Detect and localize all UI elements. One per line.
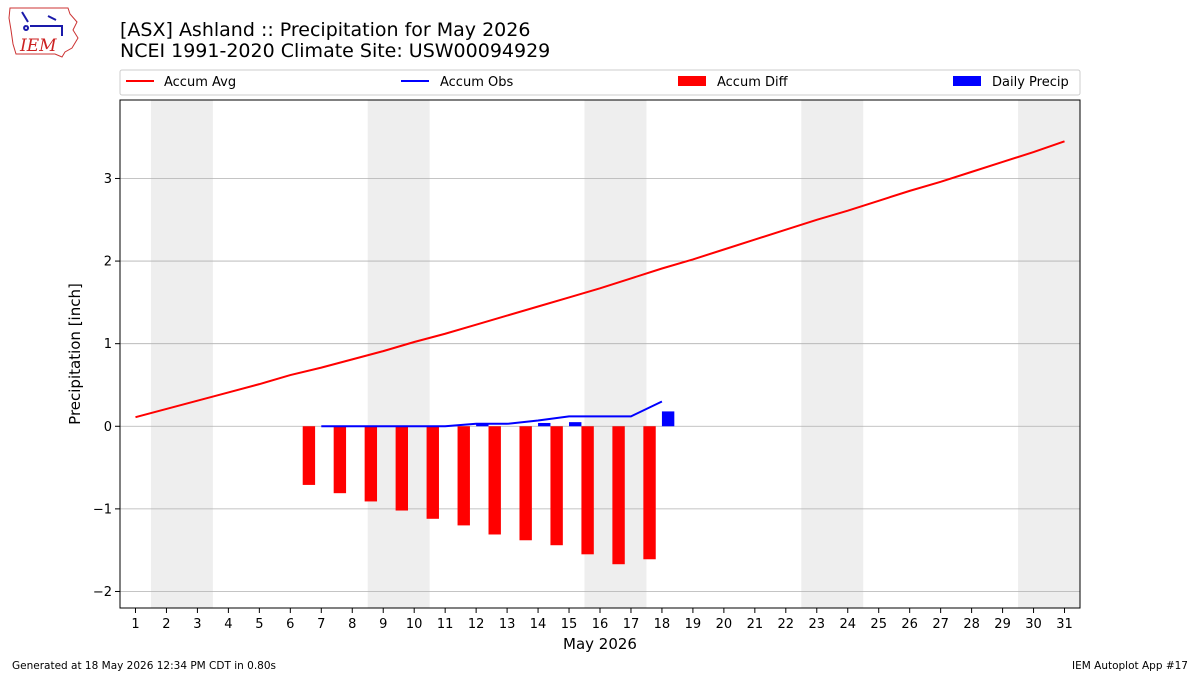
legend-swatch-daily-precip <box>953 76 981 86</box>
accum-diff-bar-17 <box>612 426 625 565</box>
legend-label-accum-diff: Accum Diff <box>717 75 789 90</box>
x-tick-label-19: 19 <box>685 617 702 632</box>
x-tick-label-23: 23 <box>809 617 826 632</box>
accum-diff-bar-8 <box>333 426 347 494</box>
weekend-band-4 <box>1018 100 1080 608</box>
footer-app: IEM Autoplot App #17 <box>1072 660 1188 672</box>
logo-text: IEM <box>19 36 57 56</box>
accum-diff-bar-14 <box>519 426 532 541</box>
x-tick-label-13: 13 <box>499 617 516 632</box>
accum-diff-bar-12 <box>457 426 470 526</box>
bars <box>302 411 675 565</box>
y-axis-label: Precipitation [inch] <box>66 283 84 425</box>
chart-subtitle: NCEI 1991-2020 Climate Site: USW00094929 <box>120 40 550 62</box>
iowa-outline-icon <box>8 7 79 58</box>
x-tick-label-16: 16 <box>592 617 609 632</box>
x-tick-label-9: 9 <box>379 617 387 632</box>
x-tick-label-17: 17 <box>623 617 640 632</box>
legend-label-accum-avg: Accum Avg <box>164 75 236 90</box>
x-tick-label-25: 25 <box>870 617 887 632</box>
x-axis: 1 2 3 4 5 6 7 8 9 10 11 12 13 14 15 16 17 18 19 20 21 22 23 24 2… <box>131 608 1073 632</box>
accum-diff-bar-13 <box>488 426 501 535</box>
weekend-band-1 <box>367 100 430 608</box>
x-tick-label-4: 4 <box>224 617 232 632</box>
y-tick-label-0: −2 <box>93 585 112 600</box>
x-tick-label-31: 31 <box>1056 617 1073 632</box>
accum-obs-line <box>321 400 663 428</box>
x-axis-label: May 2026 <box>563 635 637 653</box>
x-tick-label-29: 29 <box>994 617 1011 632</box>
legend-swatch-accum-diff <box>678 76 706 86</box>
x-tick-label-27: 27 <box>932 617 949 632</box>
weekend-band-0 <box>150 100 213 608</box>
x-tick-label-18: 18 <box>654 617 671 632</box>
daily-precip-bar-18 <box>661 411 675 427</box>
accum-diff-bar-16 <box>581 426 594 555</box>
y-gridlines <box>120 178 1080 592</box>
x-tick-label-5: 5 <box>255 617 263 632</box>
accum-avg-line <box>135 140 1065 419</box>
x-tick-label-7: 7 <box>317 617 325 632</box>
wind-barb-icon <box>21 11 63 36</box>
accum-diff-bar-11 <box>426 426 439 519</box>
x-tick-label-26: 26 <box>901 617 918 632</box>
y-tick-label-2: 0 <box>104 420 112 435</box>
daily-precip-bar-14 <box>538 422 551 427</box>
x-tick-label-2: 2 <box>162 617 170 632</box>
x-tick-label-30: 30 <box>1025 617 1042 632</box>
x-tick-label-1: 1 <box>131 617 139 632</box>
series-lines <box>135 140 1065 428</box>
x-tick-label-3: 3 <box>193 617 201 632</box>
x-tick-label-22: 22 <box>778 617 795 632</box>
accum-diff-bar-15 <box>550 426 563 546</box>
legend-label-accum-obs: Accum Obs <box>440 75 513 90</box>
x-tick-label-15: 15 <box>561 617 578 632</box>
y-tick-label-1: −1 <box>93 502 112 517</box>
x-tick-label-14: 14 <box>530 617 547 632</box>
accum-diff-bar-18 <box>643 426 656 560</box>
x-tick-label-8: 8 <box>348 617 356 632</box>
y-tick-label-3: 1 <box>104 337 112 352</box>
iem-logo: IEM <box>8 7 79 58</box>
accum-diff-bar-9 <box>364 426 378 502</box>
accum-diff-bar-10 <box>395 426 408 511</box>
daily-precip-bar-15 <box>569 422 582 427</box>
x-tick-label-12: 12 <box>468 617 485 632</box>
chart-title: [ASX] Ashland :: Precipitation for May 2… <box>120 19 530 41</box>
accum-diff-bar-7 <box>302 426 316 485</box>
weekend-shading <box>150 100 1080 608</box>
legend: Accum Avg Accum Obs Accum Diff Daily Pre… <box>119 69 1081 96</box>
x-tick-label-6: 6 <box>286 617 294 632</box>
y-tick-label-4: 2 <box>104 255 112 270</box>
x-tick-label-20: 20 <box>716 617 733 632</box>
x-tick-label-10: 10 <box>406 617 423 632</box>
y-tick-label-5: 3 <box>104 172 112 187</box>
x-tick-label-28: 28 <box>963 617 980 632</box>
y-axis: −2 −1 0 1 2 3 <box>93 172 120 600</box>
footer-generated: Generated at 18 May 2026 12:34 PM CDT in… <box>12 660 276 672</box>
legend-frame <box>119 69 1081 96</box>
daily-precip-bar-12 <box>476 423 489 427</box>
legend-label-daily-precip: Daily Precip <box>992 75 1069 90</box>
x-tick-label-21: 21 <box>747 617 764 632</box>
weekend-band-3 <box>801 100 864 608</box>
x-tick-label-24: 24 <box>839 617 856 632</box>
x-tick-label-11: 11 <box>437 617 454 632</box>
